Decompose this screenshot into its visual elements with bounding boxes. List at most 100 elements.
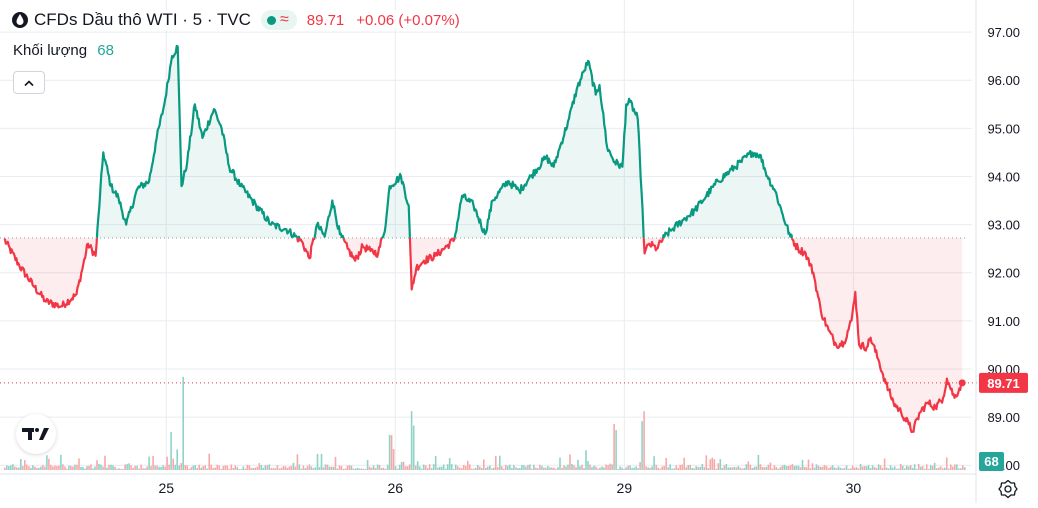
volume-bar — [785, 466, 788, 470]
volume-bar — [386, 464, 389, 470]
volume-bar — [114, 466, 116, 470]
volume-bar — [314, 467, 317, 470]
volume-bar — [430, 468, 433, 470]
volume-bar — [701, 464, 704, 470]
volume-bar — [565, 466, 567, 470]
volume-bar — [519, 468, 521, 470]
volume-bar — [42, 464, 44, 470]
y-tick-label: 93.00 — [987, 218, 1020, 233]
volume-bar — [358, 468, 361, 470]
volume-bar — [603, 467, 605, 470]
volume-bar — [589, 464, 591, 470]
volume-bar — [246, 464, 249, 470]
volume-bar — [937, 467, 940, 470]
volume-bar — [140, 464, 142, 470]
volume-bar — [240, 469, 243, 470]
volume-bar — [467, 460, 469, 470]
volume-bar — [829, 466, 832, 470]
volume-bar — [58, 465, 60, 470]
x-tick-label: 29 — [617, 480, 633, 496]
volume-bar — [775, 467, 778, 470]
series-line-down — [451, 237, 456, 243]
volume-bar — [422, 464, 425, 470]
volume-bar — [929, 465, 932, 470]
volume-bar — [707, 468, 710, 470]
volume-bar — [759, 464, 762, 470]
volume-bar — [469, 464, 471, 470]
volume-bar — [615, 430, 617, 470]
volume-bar — [665, 458, 667, 470]
volume-bar — [761, 466, 764, 470]
volume-value-tag — [979, 452, 1004, 471]
volume-bar — [475, 467, 477, 470]
volume-bar — [46, 455, 48, 470]
volume-bar — [525, 466, 527, 470]
volume-bar — [330, 466, 333, 470]
volume-bar — [685, 467, 687, 470]
volume-bar — [276, 465, 279, 470]
volume-bar — [793, 466, 796, 470]
volume-bar — [366, 460, 369, 470]
volume-bar — [647, 467, 649, 470]
volume-bar — [394, 466, 397, 470]
series-line-down — [408, 237, 454, 291]
volume-bar — [493, 467, 495, 470]
tradingview-logo-icon[interactable] — [16, 414, 56, 454]
volume-bar — [515, 467, 517, 470]
volume-bar — [585, 450, 587, 470]
volume-bar — [206, 468, 208, 470]
volume-bar — [956, 464, 958, 470]
volume-bar — [148, 456, 150, 470]
volume-bar — [733, 466, 736, 470]
volume-bar — [90, 464, 92, 470]
volume-bar — [633, 467, 635, 470]
volume-bar — [340, 466, 343, 470]
volume-bar — [757, 455, 760, 470]
volume-bar — [827, 468, 830, 470]
volume-bar — [454, 464, 457, 470]
volume-bar — [687, 465, 689, 470]
volume-bar — [611, 464, 613, 470]
volume-bar — [332, 466, 335, 470]
volume-bar — [308, 464, 311, 470]
volume-bar — [729, 467, 732, 470]
gear-icon[interactable] — [998, 479, 1018, 499]
volume-bar — [555, 468, 557, 470]
volume-bar — [364, 468, 367, 470]
volume-bar — [769, 462, 772, 470]
volume-bar — [917, 464, 920, 470]
volume-bar — [465, 466, 467, 470]
volume-bar — [933, 462, 936, 470]
volume-bar — [705, 455, 708, 470]
series-line-down — [790, 237, 964, 434]
volume-bar — [811, 463, 814, 470]
last-price: 89.71 — [306, 11, 345, 29]
symbol-title[interactable]: CFDs Dầu thô WTI · 5 · TVC — [34, 10, 251, 29]
volume-bar — [871, 465, 874, 470]
volume-bar — [533, 464, 535, 470]
volume-bar — [763, 467, 766, 470]
volume-bar — [436, 467, 439, 470]
area-above-baseline — [96, 46, 298, 238]
volume-bar — [74, 464, 76, 470]
volume-bar — [549, 467, 551, 470]
y-tick-label: 94.00 — [987, 169, 1020, 184]
volume-bar — [268, 464, 271, 470]
collapse-legend-button[interactable] — [13, 71, 45, 94]
volume-bar — [354, 468, 357, 470]
volume-bar — [280, 467, 283, 470]
series-line-up — [453, 59, 645, 239]
volume-bar — [715, 468, 718, 470]
volume-bar — [695, 466, 697, 470]
volume-bar — [10, 465, 12, 470]
volume-bar — [302, 465, 305, 470]
volume-bar — [186, 465, 188, 470]
volume-bar — [675, 465, 677, 470]
volume-bar — [242, 466, 245, 470]
volume-bar — [679, 464, 681, 470]
volume-bar — [458, 467, 461, 470]
volume-bar — [617, 469, 619, 470]
market-status[interactable]: ≈ — [260, 10, 297, 30]
volume-bar — [919, 466, 922, 470]
volume-bar — [434, 456, 437, 470]
